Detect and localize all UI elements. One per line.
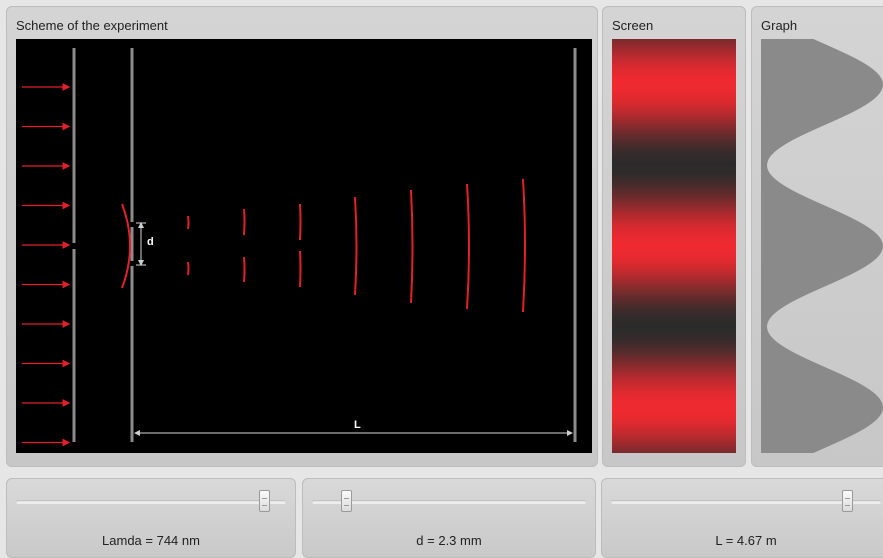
interference-pattern bbox=[612, 39, 736, 453]
wavefront-5-1 bbox=[410, 189, 414, 304]
screen-panel: Screen bbox=[602, 6, 746, 467]
wavefront-3-2 bbox=[299, 250, 302, 288]
wavefront-6-1 bbox=[466, 183, 470, 310]
intensity-area bbox=[761, 39, 883, 453]
wavefront-1-1 bbox=[187, 215, 190, 230]
d-slider-thumb[interactable] bbox=[340, 490, 352, 512]
graph-title: Graph bbox=[761, 18, 798, 33]
wavefront-3-1 bbox=[299, 203, 302, 241]
wavefront-1-2 bbox=[187, 261, 190, 276]
wavefront-2-1 bbox=[243, 208, 246, 236]
scheme-title: Scheme of the experiment bbox=[16, 18, 168, 33]
scheme-panel: Scheme of the experiment bbox=[6, 6, 598, 467]
d-value-label: d = 2.3 mm bbox=[416, 533, 482, 548]
wavefronts bbox=[187, 178, 526, 313]
screen-title: Screen bbox=[612, 18, 654, 33]
wavefront-4-1 bbox=[354, 196, 358, 296]
L-label: L bbox=[354, 419, 361, 431]
scheme-diagram: d L bbox=[22, 48, 577, 447]
scheme-canvas: d L bbox=[16, 39, 592, 453]
L-slider-thumb[interactable] bbox=[841, 490, 853, 512]
lambda-slider-track[interactable] bbox=[16, 500, 286, 504]
intensity-curve bbox=[761, 39, 883, 453]
lambda-slider-thumb[interactable] bbox=[259, 490, 271, 512]
incoming-rays bbox=[22, 83, 71, 447]
lambda-control: Lamda = 744 nm bbox=[6, 478, 296, 558]
d-control: d = 2.3 mm bbox=[302, 478, 596, 558]
intensity-graph bbox=[761, 39, 883, 453]
d-slider-track[interactable] bbox=[312, 500, 586, 504]
graph-panel: Graph bbox=[751, 6, 883, 467]
L-slider-track[interactable] bbox=[611, 500, 881, 504]
L-control: L = 4.67 m bbox=[601, 478, 883, 558]
wavefront-2-2 bbox=[243, 256, 246, 283]
lambda-value-label: Lamda = 744 nm bbox=[102, 533, 200, 548]
wavefront-7-1 bbox=[522, 178, 526, 313]
d-label: d bbox=[147, 236, 154, 248]
L-value-label: L = 4.67 m bbox=[715, 533, 777, 548]
wavefront-primary bbox=[121, 203, 131, 289]
